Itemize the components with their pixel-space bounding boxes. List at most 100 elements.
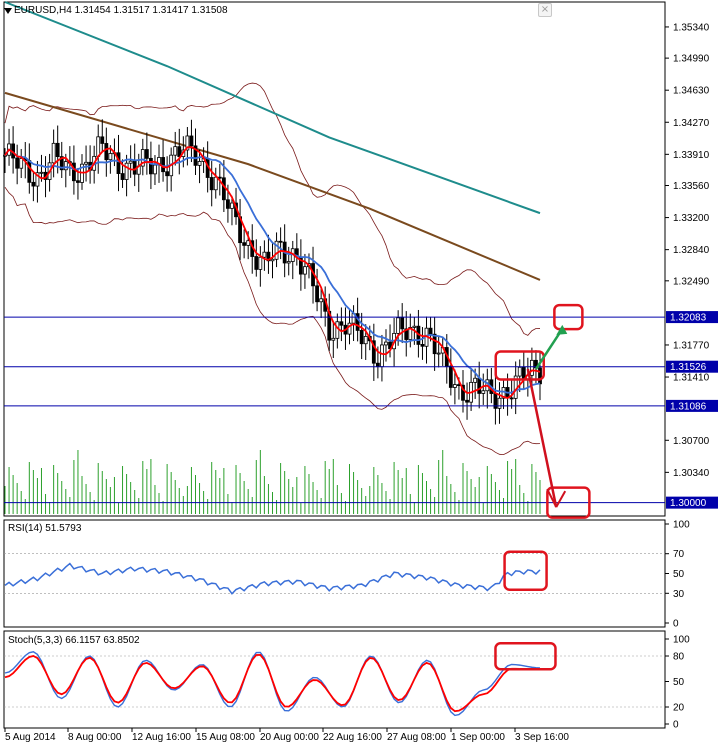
candle-body: [420, 344, 425, 347]
candle-body: [76, 180, 80, 183]
x-tick-label: 27 Aug 08:00: [387, 732, 446, 743]
candle-body: [15, 157, 20, 169]
bollinger-lower: [4, 187, 541, 456]
candle-body: [432, 333, 437, 355]
candle-body: [165, 171, 170, 177]
rsi-line: [4, 562, 541, 595]
level-label: 1.31526: [670, 362, 707, 373]
candle-body: [509, 397, 514, 400]
level-label: 1.30000: [670, 498, 707, 509]
candle-body: [452, 384, 457, 388]
y-tick-label: 1.33910: [673, 150, 710, 161]
x-tick-label: 3 Sep 16:00: [515, 732, 569, 743]
arrow-down-line: [526, 368, 558, 508]
annotation-box: [494, 350, 545, 381]
candle-body: [246, 240, 251, 246]
candle-body: [436, 352, 441, 355]
candle-body: [448, 365, 453, 388]
candle-body: [173, 146, 178, 156]
candle-body: [396, 317, 401, 334]
x-tick-label: 15 Aug 08:00: [196, 732, 255, 743]
candle-body: [371, 340, 376, 364]
x-tick-label: 22 Aug 16:00: [323, 732, 382, 743]
candle-body: [209, 177, 214, 191]
candle-body: [359, 330, 364, 345]
candle-body: [521, 366, 526, 380]
candle-body: [465, 399, 469, 403]
arrow-down-head-right: [555, 490, 567, 508]
candle-body: [481, 390, 486, 394]
level-label: 1.32083: [670, 313, 707, 324]
candle-body: [72, 162, 76, 182]
stoch-signal-line: [4, 653, 541, 713]
candle-body: [319, 298, 324, 303]
level-tag: [666, 360, 718, 373]
stoch-annotation-box: [494, 642, 557, 671]
candle-body: [221, 177, 226, 201]
symbol-ohlc: 1.31454 1.31517 1.31417 1.31508: [74, 5, 228, 16]
candle-body: [31, 181, 36, 187]
candle-body: [339, 321, 344, 326]
candle-body: [149, 157, 153, 175]
candle-body: [335, 321, 340, 339]
y-tick-label: 1.31770: [673, 340, 710, 351]
rsi-tick-label: 100: [673, 520, 690, 531]
candle-body: [355, 313, 360, 331]
stoch-tick-label: 20: [673, 703, 685, 714]
arrow-down-head-left: [546, 488, 558, 508]
candle-body: [286, 261, 291, 264]
stoch-tick-label: 100: [673, 635, 690, 646]
candle-body: [404, 328, 409, 340]
y-tick-label: 1.32840: [673, 245, 710, 256]
candle-body: [538, 367, 542, 385]
candle-body: [108, 153, 113, 161]
candle-body: [51, 142, 56, 164]
y-tick-label: 1.33560: [673, 181, 710, 192]
candle-body: [278, 240, 283, 243]
candle-body: [303, 266, 307, 275]
x-tick-label: 8 Aug 00:00: [68, 732, 122, 743]
y-tick-label: 1.34990: [673, 54, 710, 65]
candle-body: [104, 143, 109, 161]
x-tick-label: 12 Aug 16:00: [132, 732, 191, 743]
level-tag: [666, 311, 718, 324]
y-tick-label: 1.31410: [673, 373, 710, 384]
level-label: 1.31086: [670, 401, 707, 412]
level-tag: [666, 399, 718, 412]
candle-body: [153, 164, 157, 175]
candle-body: [35, 172, 40, 187]
annotation-box: [546, 486, 591, 519]
candle-body: [185, 135, 190, 151]
candle-body: [517, 366, 522, 377]
candle-body: [375, 362, 380, 368]
close-icon[interactable]: ×: [538, 3, 552, 17]
y-tick-label: 1.35340: [673, 22, 710, 33]
candle-body: [477, 377, 482, 394]
y-tick-label: 1.32490: [673, 276, 710, 287]
x-tick-label: 1 Sep 00:00: [451, 732, 505, 743]
panel-frame: [3, 630, 666, 729]
candle-body: [461, 384, 465, 401]
candle-body: [63, 161, 68, 171]
candle-body: [84, 161, 88, 165]
candle-body: [384, 341, 388, 346]
panel-frame: [3, 1, 666, 517]
candle-body: [242, 242, 247, 246]
candle-body: [315, 285, 319, 303]
y-tick-label: 1.30340: [673, 468, 710, 479]
x-tick-label: 5 Aug 2014: [5, 732, 56, 743]
candle-body: [55, 142, 60, 158]
rsi-label: RSI(14) 51.5793: [8, 523, 82, 534]
candle-body: [193, 145, 198, 166]
candle-body: [473, 377, 478, 383]
candle-body: [428, 327, 433, 335]
candle-body: [380, 344, 384, 368]
candle-body: [400, 317, 405, 330]
y-tick-label: 1.34630: [673, 86, 710, 97]
symbol-arrow-icon[interactable]: [4, 8, 12, 14]
symbol-header: EURUSD,H4 1.31454 1.31517 1.31417 1.3150…: [14, 5, 228, 16]
candle-body: [258, 256, 263, 270]
candle-body: [270, 258, 275, 262]
